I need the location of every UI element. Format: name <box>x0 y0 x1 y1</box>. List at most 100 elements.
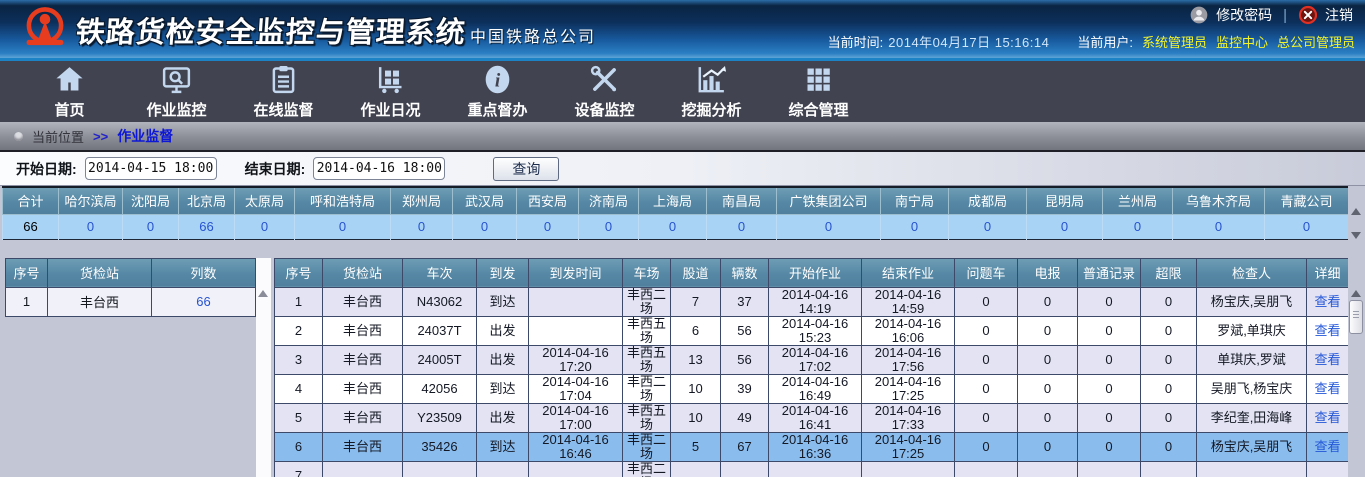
summary-column-header: 西安局 <box>516 187 579 215</box>
nav-item-grid[interactable]: 综合管理 <box>765 61 872 122</box>
worklist-cell-seq: 7 <box>274 460 323 477</box>
worklist-cell-track <box>670 460 721 477</box>
worklist-cell-yard: 丰西二场 <box>622 431 671 462</box>
worklist-column-header: 检查人 <box>1196 257 1307 288</box>
summary-column-value[interactable]: 0 <box>578 213 639 239</box>
nav-item-home[interactable]: 首页 <box>16 61 123 122</box>
worklist-cell-seq: 2 <box>274 315 323 346</box>
worklist-cell-type: 到达 <box>476 373 529 404</box>
worklist-column-header: 车场 <box>622 257 671 288</box>
worklist-cell-problem: 0 <box>954 402 1018 433</box>
view-detail-link[interactable]: 查看 <box>1314 293 1341 309</box>
breadcrumb: 当前位置 >> 作业监督 <box>0 122 1365 152</box>
train-count-link[interactable]: 66 <box>151 286 256 317</box>
breadcrumb-current-page[interactable]: 作业监督 <box>117 128 174 144</box>
nav-item-monitor-search[interactable]: 作业监控 <box>123 61 230 122</box>
user-role-link[interactable]: 监控中心 <box>1215 35 1268 50</box>
worklist-row[interactable]: 5 丰台西 Y23509 出发 2014-04-16 17:00 丰西五场 10 49 2014… <box>274 402 1348 433</box>
summary-column-value[interactable]: 0 <box>122 213 179 239</box>
change-password-link[interactable]: 修改密码 <box>1216 7 1273 23</box>
content-area: 合计 哈尔滨局 沈阳局 北京局 太原局 呼和浩特局 郑州局 武汉局 西安局 济南局 上海局 南昌局 广铁… <box>0 186 1365 477</box>
worklist-cell-type: 出发 <box>476 315 529 346</box>
summary-column-value[interactable]: 0 <box>880 213 949 239</box>
summary-column-value[interactable]: 0 <box>1102 213 1173 239</box>
nav-item-cart[interactable]: 作业日况 <box>337 61 444 122</box>
worklist-row[interactable]: 3 丰台西 24005T 出发 2014-04-16 17:20 丰西五场 13 56 2014… <box>274 344 1348 375</box>
summary-column-value[interactable]: 0 <box>948 213 1027 239</box>
worklist-cell-telegram: 0 <box>1017 373 1078 404</box>
summary-scroll-down-icon[interactable] <box>1351 232 1361 239</box>
summary-column-value[interactable]: 0 <box>58 213 123 239</box>
summary-column-value[interactable]: 0 <box>1264 213 1349 239</box>
summary-column-value[interactable]: 0 <box>706 213 777 239</box>
worklist-cell-yard: 丰西五场 <box>622 344 671 375</box>
worklist-row[interactable]: 1 丰台西 N43062 到达 丰西二场 7 37 2014-04-16 14:19 2014-… <box>274 286 1348 317</box>
user-role-link[interactable]: 总公司管理员 <box>1276 35 1355 50</box>
station-row[interactable]: 1 丰台西 66 <box>5 286 256 317</box>
worklist-cell-start: 2014-04-16 16:41 <box>768 402 862 433</box>
summary-column-value: 66 <box>2 213 59 239</box>
summary-column-value[interactable]: 66 <box>178 213 235 239</box>
summary-scroll-up-icon[interactable] <box>1351 208 1361 215</box>
summary-column-header: 呼和浩特局 <box>294 187 391 215</box>
vertical-scrollbar[interactable] <box>1348 186 1365 477</box>
summary-column-value[interactable]: 0 <box>638 213 707 239</box>
view-detail-link[interactable]: 查看 <box>1314 438 1341 454</box>
worklist-row[interactable]: 2 丰台西 24037T 出发 丰西五场 6 56 2014-04-16 15:23 2014-… <box>274 315 1348 346</box>
worklist-cell-cars: 49 <box>720 402 769 433</box>
worklist-cell-track: 7 <box>670 286 721 317</box>
end-date-input[interactable] <box>313 157 446 180</box>
scrollbar-thumb[interactable] <box>1349 300 1363 334</box>
worklist-cell-inspectors: 李纪奎,田海峰 <box>1196 402 1307 433</box>
info-icon: i <box>481 63 514 96</box>
nav-item-chart[interactable]: 挖掘分析 <box>658 61 765 122</box>
start-date-input[interactable] <box>84 157 217 180</box>
station-table-scrollbar[interactable] <box>256 257 271 477</box>
nav-item-tools[interactable]: 设备监控 <box>551 61 658 122</box>
worklist-row[interactable]: 4 丰台西 42056 到达 2014-04-16 17:04 丰西二场 10 39 2014-… <box>274 373 1348 404</box>
tools-icon <box>588 63 621 96</box>
summary-column-value[interactable]: 0 <box>776 213 881 239</box>
breadcrumb-label: 当前位置 <box>32 129 85 145</box>
summary-column-value[interactable]: 0 <box>390 213 453 239</box>
company-name: 中国铁路总公司 <box>470 29 597 46</box>
user-role-link[interactable]: 系统管理员 <box>1141 35 1207 50</box>
view-detail-link[interactable]: 查看 <box>1314 380 1341 396</box>
summary-column-value[interactable]: 0 <box>234 213 295 239</box>
summary-column-value[interactable]: 0 <box>452 213 517 239</box>
monitor-search-icon <box>160 63 193 96</box>
worklist-cell-station: 丰台西 <box>322 373 403 404</box>
worklist-cell-telegram: 0 <box>1017 286 1078 317</box>
worklist-cell-record <box>1077 460 1141 477</box>
summary-column-value[interactable]: 0 <box>1172 213 1265 239</box>
logout-link[interactable]: 注销 <box>1325 7 1353 23</box>
view-detail-link[interactable]: 查看 <box>1314 322 1341 338</box>
worklist-cell-station: 丰台西 <box>322 344 403 375</box>
nav-item-clipboard[interactable]: 在线监督 <box>230 61 337 122</box>
view-detail-link[interactable]: 查看 <box>1314 409 1341 425</box>
scroll-up-icon[interactable] <box>258 289 268 297</box>
nav-item-info[interactable]: i 重点督办 <box>444 61 551 122</box>
worklist-cell-arr-time: 2014-04-16 17:04 <box>528 373 623 404</box>
worklist-cell-station: 丰台西 <box>322 286 403 317</box>
worklist-cell-type: 出发 <box>476 402 529 433</box>
summary-column-value[interactable]: 0 <box>294 213 391 239</box>
summary-column-header: 武汉局 <box>452 187 517 215</box>
worklist-scroll-up-icon[interactable] <box>1351 290 1361 297</box>
summary-column-value[interactable]: 0 <box>1026 213 1103 239</box>
worklist-cell-end <box>861 460 955 477</box>
worklist-cell-type: 到达 <box>476 286 529 317</box>
summary-column-header: 合计 <box>2 187 59 215</box>
worklist-cell-record: 0 <box>1077 373 1141 404</box>
worklist-row[interactable]: 7 丰西二场 <box>274 460 1348 477</box>
query-button[interactable]: 查询 <box>493 156 560 181</box>
current-time-value: 2014年04月17日 15:16:14 <box>888 35 1050 50</box>
worklist-cell-seq: 6 <box>274 431 323 462</box>
worklist-cell-inspectors: 杨宝庆,吴朋飞 <box>1196 286 1307 317</box>
summary-value-row: 66 0 0 66 0 0 0 0 0 0 0 0 0 0 0 0 0 0 0 <box>2 213 1349 239</box>
worklist-row[interactable]: 6 丰台西 35426 到达 2014-04-16 16:46 丰西二场 5 67 2014-0… <box>274 431 1348 462</box>
summary-column-value[interactable]: 0 <box>516 213 579 239</box>
station-cell: 丰台西 <box>47 286 152 317</box>
view-detail-link[interactable]: 查看 <box>1314 351 1341 367</box>
